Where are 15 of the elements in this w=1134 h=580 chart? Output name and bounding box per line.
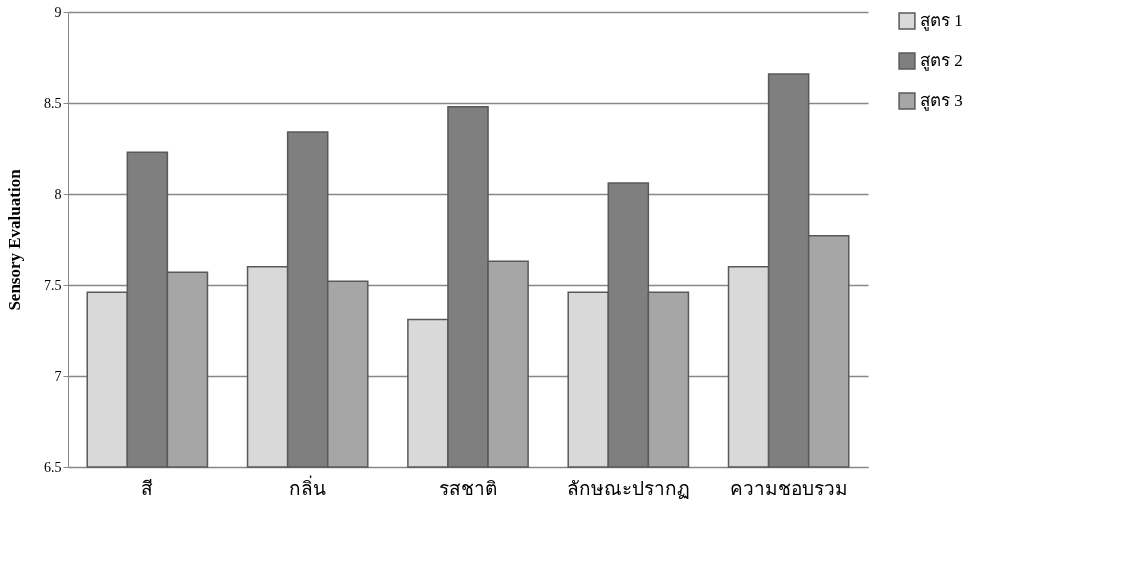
- legend-label: สูตร 1: [920, 11, 963, 31]
- y-tick-label: 8.5: [44, 95, 62, 111]
- y-tick-label: 7: [54, 368, 62, 384]
- x-tick-label: ความชอบรวม: [729, 477, 848, 499]
- x-tick-label: รสชาติ: [439, 477, 497, 499]
- x-tick-label: กลิ่น: [289, 474, 327, 499]
- y-tick-label: 7.5: [44, 277, 62, 293]
- y-tick-label: 8: [54, 186, 62, 202]
- y-axis-title: Sensory Evaluation: [5, 168, 24, 311]
- y-tick-label: 6.5: [44, 459, 62, 475]
- legend-label: สูตร 3: [920, 91, 963, 111]
- y-tick-label: 9: [54, 4, 62, 20]
- legend-label: สูตร 2: [920, 51, 963, 71]
- x-tick-label: สี: [141, 477, 154, 499]
- x-tick-label: ลักษณะปรากฏ: [566, 477, 690, 499]
